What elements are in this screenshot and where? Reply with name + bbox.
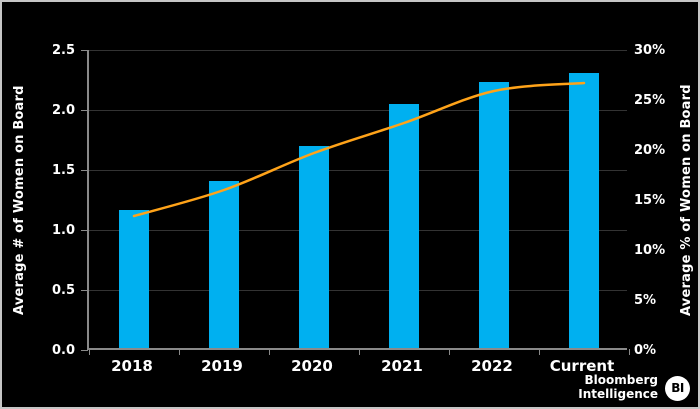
left-axis-title: Average # of Women on Board (12, 85, 27, 315)
left-axis-tick (81, 49, 88, 51)
x-tick-label: 2018 (111, 357, 153, 375)
brand-line2: Intelligence (578, 387, 658, 402)
x-axis-tick (268, 349, 270, 355)
left-axis-tick (81, 289, 88, 291)
x-axis-tick (178, 349, 180, 355)
right-tick-label: 30% (634, 42, 666, 58)
left-axis-tick (81, 169, 88, 171)
left-tick-label: 2.0 (51, 102, 75, 118)
plot-area (81, 49, 630, 355)
left-axis-tick (81, 349, 88, 351)
x-axis-tick (448, 349, 450, 355)
x-axis-tick (358, 349, 360, 355)
x-axis-tick (538, 349, 540, 355)
gridline (89, 49, 627, 51)
left-tick-label: 0.5 (51, 282, 75, 298)
gridline (89, 169, 627, 171)
bar (479, 81, 509, 348)
left-tick-label: 1.5 (51, 162, 75, 178)
left-axis-tick (81, 109, 88, 111)
left-tick-label: 2.5 (51, 42, 75, 58)
right-tick-label: 20% (634, 142, 666, 158)
bar (389, 104, 419, 348)
left-axis-tick (81, 229, 88, 231)
x-tick-label: Current (549, 357, 615, 375)
left-tick-label: 1.0 (51, 222, 75, 238)
x-tick-label: 2019 (201, 357, 243, 375)
right-tick-label: 0% (634, 342, 657, 358)
gridline (89, 289, 627, 291)
bar (119, 210, 149, 348)
right-tick-label: 25% (634, 92, 666, 108)
bar (209, 181, 239, 348)
x-tick-label: 2022 (471, 357, 513, 375)
brand-text: Bloomberg Intelligence (578, 374, 658, 402)
bloomberg-intelligence-logo: Bloomberg Intelligence BI (578, 374, 690, 402)
left-tick-label: 0.0 (51, 342, 75, 358)
gridline (89, 109, 627, 111)
bar (299, 146, 329, 348)
right-tick-label: 5% (634, 292, 657, 308)
right-tick-label: 10% (634, 242, 666, 258)
bi-badge: BI (665, 375, 690, 401)
brand-line1: Bloomberg (584, 373, 659, 388)
bar (569, 73, 599, 348)
trend-line (132, 81, 586, 218)
x-tick-label: 2020 (291, 357, 333, 375)
right-tick-label: 15% (634, 192, 666, 208)
x-axis-tick (88, 349, 90, 355)
gridline (89, 229, 627, 231)
x-axis-tick (628, 349, 630, 355)
x-tick-label: 2021 (381, 357, 423, 375)
